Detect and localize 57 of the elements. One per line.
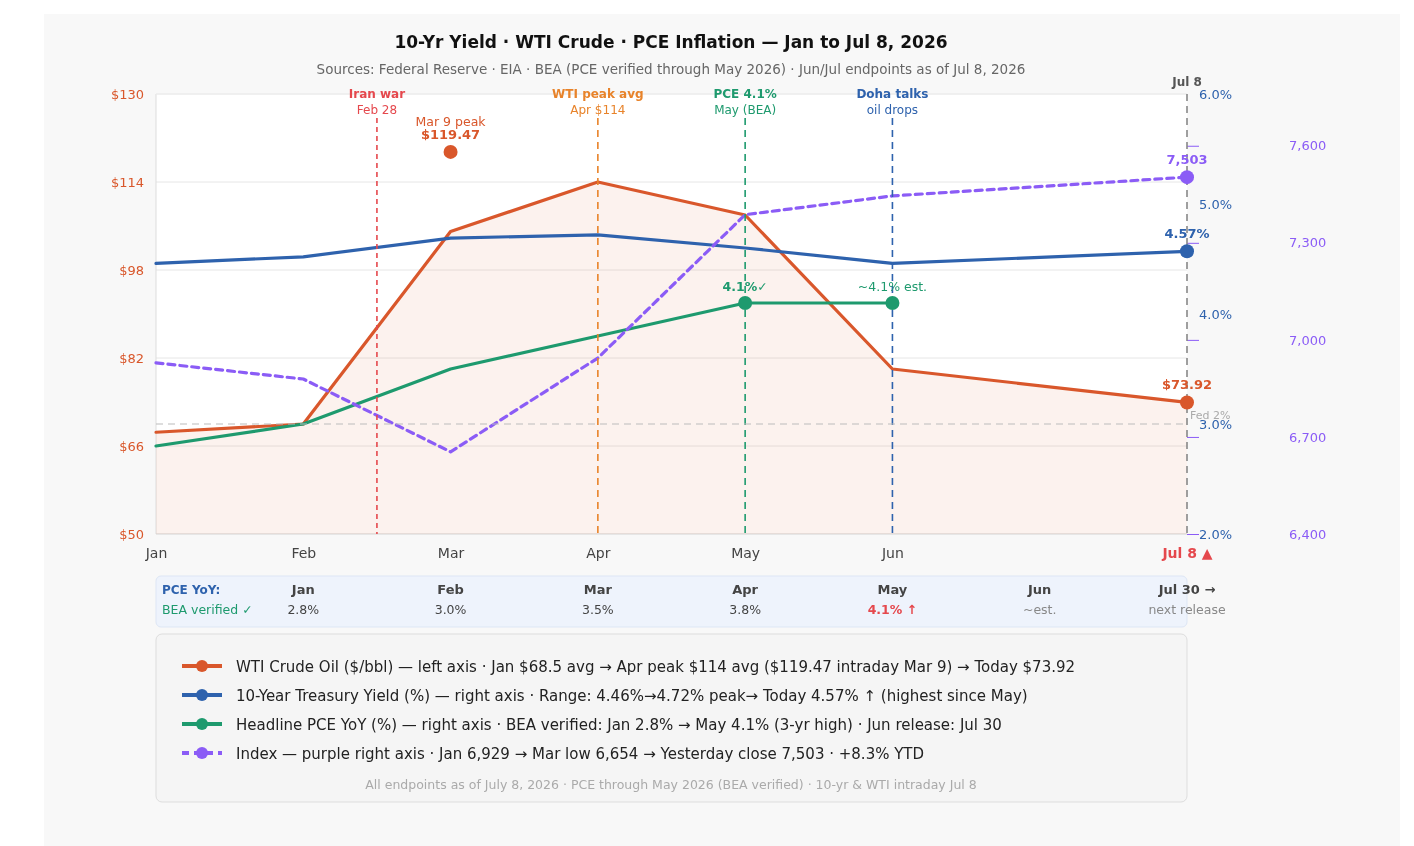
text: PCE YoY: <box>162 583 221 597</box>
y3-tick-label: 7,600 <box>1289 138 1327 154</box>
ref-line-label: PCE 4.1% May (BEA) <box>713 87 777 117</box>
y3-tick-label: 6,400 <box>1289 526 1327 542</box>
data-label: $73.92 <box>1161 377 1213 393</box>
category-label: Feb <box>437 582 464 597</box>
y-tick-label: $130 <box>110 86 144 102</box>
text: 3.5% <box>581 602 614 617</box>
text: ~est. <box>1022 602 1057 617</box>
y-tick-label: $98 <box>119 262 144 278</box>
ref-line-label: WTI peak avg Apr $114 <box>552 87 644 117</box>
category-label: Mar <box>583 582 612 597</box>
chart-subtitle: Sources: Federal Reserve · EIA · BEA (PCE verified through May 2026) · Jun/Jul endpoints as of Jul 8, 2026 <box>316 61 1026 77</box>
text: All endpoints as of July 8, 2026 · PCE through May 2026 (BEA verified) · 10-yr & WTI intraday Jul 8 <box>365 777 977 792</box>
annotation: 4.1%✓ <box>722 279 768 294</box>
text: Jul 30 → <box>1157 582 1216 597</box>
data-label: 7,503 <box>1166 152 1208 168</box>
category-label: Jan <box>291 582 315 597</box>
y-tick-label: $50 <box>119 526 144 542</box>
text: 3.0% <box>434 602 467 617</box>
y3-tick-label: 6,700 <box>1289 429 1327 445</box>
legend-label: Headline PCE YoY (%) — right axis · BEA verified: Jan 2.8% → May 4.1% (3-yr high) · Jun release: Jul 30 <box>236 715 1002 734</box>
annotation: Mar 9 peak <box>415 113 487 129</box>
y3-tick-label: 7,000 <box>1289 332 1327 348</box>
text: 3.8% <box>729 602 762 617</box>
y3-tick-label: 7,300 <box>1289 235 1327 251</box>
y2-tick-label: 5.0% <box>1199 196 1233 212</box>
text: BEA verified ✓ <box>162 602 253 617</box>
ref-line-label: Jul 8 <box>1171 75 1202 89</box>
text: next release <box>1148 602 1226 617</box>
y2-tick-label: 6.0% <box>1199 86 1233 102</box>
annotation: ~4.1% est. <box>857 279 928 294</box>
ref-line-label: Doha talks oil drops <box>856 87 929 117</box>
legend-label: Index — purple right axis · Jan 6,929 → Mar low 6,654 → Yesterday close 7,503 · +8.3% YTD <box>236 744 925 763</box>
y-tick-label: $82 <box>119 350 144 366</box>
data-label: 4.57% <box>1164 226 1210 242</box>
annotation: Iran war <box>348 87 406 101</box>
text: Apr <box>732 582 759 597</box>
x-tick-label: Jan <box>144 544 168 561</box>
legend-label: 10-Year Treasury Yield (%) — right axis · Range: 4.46%→4.72% peak→ Today 4.57% ↑ (highest since May) <box>236 686 1028 705</box>
annotation: Feb 28 <box>356 103 398 117</box>
x-tick-label: May <box>731 544 761 561</box>
x-tick-label: Feb <box>291 544 317 561</box>
y2-tick-label: 4.0% <box>1199 306 1233 322</box>
x-tick-label: Jul 8 ▲ <box>1161 544 1213 561</box>
y-tick-label: $114 <box>110 174 144 190</box>
legend-label: WTI Crude Oil ($/bbl) — left axis · Jan $68.5 avg → Apr peak $114 avg ($119.47 intraday Mar 9) → Today $73.92 <box>236 657 1076 676</box>
x-tick-label: Apr <box>586 544 611 561</box>
text: 4.1% ↑ <box>867 602 918 617</box>
x-tick-label: Jun <box>880 544 904 561</box>
chart-title: 10-Yr Yield · WTI Crude · PCE Inflation — Jan to Jul 8, 2026 <box>394 32 948 52</box>
y2-tick-label: 2.0% <box>1199 526 1233 542</box>
text: May <box>877 582 908 597</box>
y-tick-label: $66 <box>119 438 144 454</box>
text: 2.8% <box>287 602 320 617</box>
x-tick-label: Mar <box>437 544 465 561</box>
text: Jun <box>1028 582 1052 597</box>
